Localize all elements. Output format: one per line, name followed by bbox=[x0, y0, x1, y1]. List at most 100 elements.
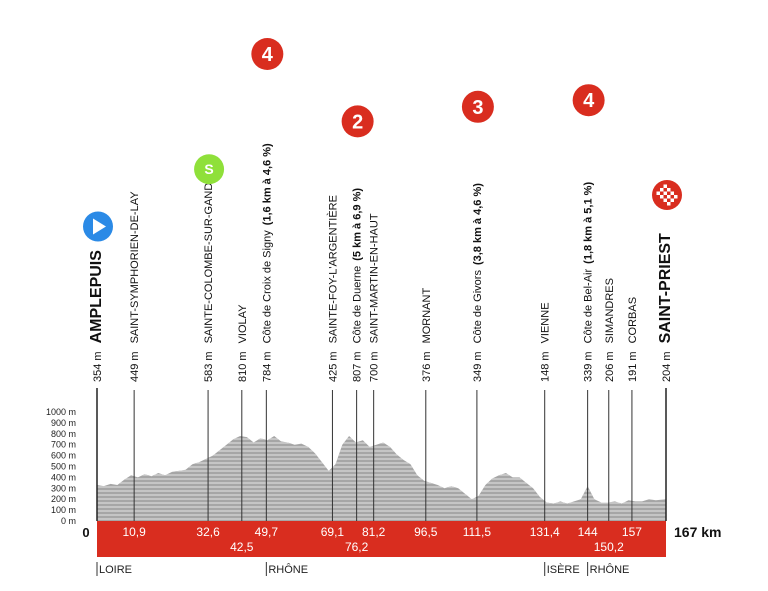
waypoint-label: 810 m VIOLAY bbox=[237, 304, 249, 382]
waypoint-label: 191 m CORBAS bbox=[627, 297, 639, 382]
waypoint-name: AMPLEPUIS bbox=[88, 250, 105, 344]
waypoint-name: Côte de Givors bbox=[472, 270, 484, 344]
waypoint-name: VIENNE bbox=[540, 302, 552, 343]
climb-category-icon: 4 bbox=[572, 84, 605, 117]
checker-square bbox=[670, 191, 674, 195]
waypoint-climb-detail: (5 km à 6,9 %) bbox=[352, 188, 364, 261]
checker-square bbox=[663, 184, 667, 188]
waypoint-name: Côte de Duerne bbox=[352, 266, 364, 344]
waypoint-name: SAINT-PRIEST bbox=[657, 233, 674, 343]
waypoint-label: 425 m SAINTE-FOY-L'ARGENTIÈRE bbox=[326, 195, 339, 382]
km-marker-label: 10,9 bbox=[122, 525, 146, 539]
finish-checker bbox=[656, 184, 678, 206]
checker-square bbox=[674, 195, 678, 199]
start-arrow-icon bbox=[83, 211, 113, 242]
checker-square bbox=[670, 198, 674, 202]
waypoint-label: 339 m Côte de Bel-Air (1,8 km à 5,1 %) bbox=[583, 182, 595, 382]
climb-category-icon: 3 bbox=[461, 90, 494, 123]
elevation-tick-label: 300 m bbox=[51, 483, 76, 493]
climb-circle bbox=[572, 84, 605, 117]
elevation-tick-label: 500 m bbox=[51, 462, 76, 472]
waypoint-label: 354 m AMPLEPUIS bbox=[88, 250, 105, 382]
waypoint: 807 m Côte de Duerne (5 km à 6,9 %) 2 bbox=[341, 105, 374, 521]
waypoint: 784 m Côte de Croix de Signy (1,6 km à 4,6… bbox=[251, 38, 284, 521]
waypoint-altitude: 700 m bbox=[369, 351, 381, 382]
waypoint: 700 m SAINT-MARTIN-EN-HAUT bbox=[369, 213, 381, 521]
km-marker-label: 111,5 bbox=[463, 525, 492, 539]
checker-square bbox=[660, 195, 664, 199]
checker-square bbox=[660, 188, 664, 192]
checker-square bbox=[667, 188, 671, 192]
waypoint-label: 784 m Côte de Croix de Signy (1,6 km à 4,6… bbox=[261, 143, 273, 382]
climb-circle bbox=[461, 90, 494, 123]
sprint-icon: S bbox=[194, 154, 225, 185]
climb-circle bbox=[341, 105, 374, 138]
elevation-profile bbox=[96, 388, 667, 521]
elevation-tick-label: 1000 m bbox=[46, 407, 76, 417]
waypoint-name: SIMANDRES bbox=[604, 278, 616, 343]
km-marker-label: 76,2 bbox=[345, 540, 369, 554]
waypoint-label: 449 m SAINT-SYMPHORIEN-DE-LAY bbox=[129, 191, 141, 382]
waypoint: 206 m SIMANDRES bbox=[604, 278, 616, 521]
km-marker-label: 81,2 bbox=[362, 525, 386, 539]
km-marker-label: 131,4 bbox=[530, 525, 560, 539]
waypoint-climb-detail: (1,8 km à 5,1 %) bbox=[583, 182, 595, 264]
waypoint-altitude: 376 m bbox=[421, 351, 433, 382]
km-marker-label: 42,5 bbox=[230, 540, 254, 554]
elevation-tick-label: 800 m bbox=[51, 429, 76, 439]
waypoint-altitude: 148 m bbox=[540, 351, 552, 382]
sprint-circle bbox=[194, 154, 225, 185]
climb-category-icon: 2 bbox=[341, 105, 374, 138]
region-labels: LOIRE RHÔNE ISÈRE RHÔNE bbox=[96, 562, 630, 576]
waypoint-name: Côte de Bel-Air bbox=[583, 268, 595, 343]
elevation-tick-label: 900 m bbox=[51, 418, 76, 428]
waypoint: 810 m VIOLAY bbox=[237, 304, 249, 521]
elevation-tick-label: 100 m bbox=[51, 505, 76, 515]
waypoint: 349 m Côte de Givors (3,8 km à 4,6 %) 3 bbox=[461, 90, 494, 521]
distance-bar-fill bbox=[97, 521, 666, 557]
waypoint-label: 700 m SAINT-MARTIN-EN-HAUT bbox=[369, 213, 381, 382]
checker-square bbox=[663, 191, 667, 195]
waypoint-altitude: 204 m bbox=[661, 351, 673, 382]
climb-category-label: 2 bbox=[352, 111, 363, 133]
waypoint-label: 204 m SAINT-PRIEST bbox=[657, 233, 674, 382]
region-label: RHÔNE bbox=[268, 563, 308, 576]
waypoint: 339 m Côte de Bel-Air (1,8 km à 5,1 %) 4 bbox=[572, 84, 605, 521]
waypoint-name: SAINTE-COLOMBE-SUR-GAND bbox=[203, 183, 215, 344]
checker-square bbox=[667, 195, 671, 199]
waypoint: 204 m SAINT-PRIEST bbox=[652, 180, 682, 382]
waypoint-label: 206 m SIMANDRES bbox=[604, 278, 616, 382]
waypoint-altitude: 810 m bbox=[237, 351, 249, 382]
climb-circle bbox=[251, 38, 284, 70]
region-label: ISÈRE bbox=[547, 563, 580, 576]
waypoint-name: SAINT-MARTIN-EN-HAUT bbox=[369, 213, 381, 343]
waypoint-name: CORBAS bbox=[627, 297, 639, 343]
waypoint: 376 m MORNANT bbox=[421, 288, 433, 521]
waypoint-altitude: 807 m bbox=[352, 351, 364, 382]
waypoint: 148 m VIENNE bbox=[540, 302, 552, 521]
climb-category-label: 3 bbox=[472, 97, 483, 119]
waypoint: 449 m SAINT-SYMPHORIEN-DE-LAY bbox=[129, 191, 141, 521]
waypoint-name: SAINT-SYMPHORIEN-DE-LAY bbox=[129, 191, 141, 344]
climb-category-label: 4 bbox=[583, 90, 595, 112]
waypoint-label: 807 m Côte de Duerne (5 km à 6,9 %) bbox=[352, 188, 364, 382]
waypoint-list: 354 m AMPLEPUIS 449 m SAINT-SYMPHORIEN-DE-L… bbox=[83, 38, 682, 521]
waypoint-label: 583 m SAINTE-COLOMBE-SUR-GAND bbox=[203, 183, 215, 382]
waypoint-altitude: 349 m bbox=[472, 351, 484, 382]
km-marker-label: 150,2 bbox=[594, 540, 624, 554]
waypoint-name: MORNANT bbox=[421, 288, 433, 344]
waypoint-climb-detail: (1,6 km à 4,6 %) bbox=[261, 143, 273, 225]
distance-bar: 0 167 km 10,9 32,6 42,549,7 69,176,281,2 96,5 1… bbox=[82, 521, 721, 557]
km-marker-label: 144 bbox=[578, 525, 598, 539]
checker-square bbox=[656, 191, 660, 195]
region-label: LOIRE bbox=[99, 564, 132, 576]
km-marker-label: 96,5 bbox=[414, 525, 438, 539]
region-label: RHÔNE bbox=[590, 563, 630, 576]
km-marker-label: 32,6 bbox=[196, 525, 220, 539]
checker-square bbox=[667, 202, 671, 206]
sprint-label: S bbox=[204, 161, 213, 177]
waypoint-name: Côte de Croix de Signy bbox=[261, 230, 273, 344]
climb-category-label: 4 bbox=[262, 44, 274, 66]
